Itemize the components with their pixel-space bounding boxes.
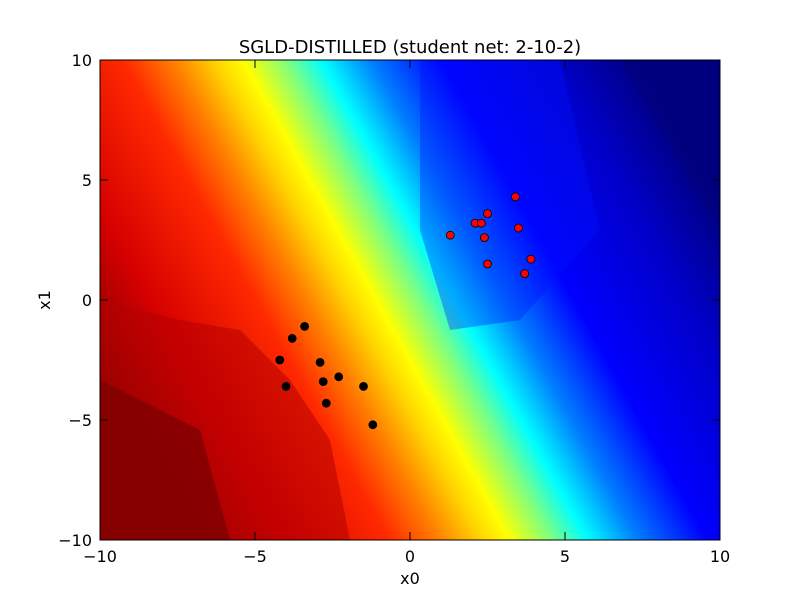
axis-ticks: −10 −5 0 5 10 −10 −5 0 5 10 xyxy=(58,51,730,566)
black-point xyxy=(275,355,285,365)
y-tick-label: 0 xyxy=(82,291,92,310)
y-tick-label: 5 xyxy=(82,171,92,190)
red-point xyxy=(520,269,530,279)
black-point xyxy=(359,381,368,391)
y-tick-label: 10 xyxy=(72,51,92,70)
x-tick-label: −10 xyxy=(83,547,117,566)
black-point xyxy=(287,333,297,343)
black-point xyxy=(368,420,378,430)
y-tick-label: −10 xyxy=(58,531,92,550)
x-tick-label: 0 xyxy=(405,547,415,566)
black-point xyxy=(281,381,291,391)
red-point xyxy=(483,209,492,219)
contour-dark-blue-region xyxy=(620,60,720,230)
y-tick-label: −5 xyxy=(68,411,92,430)
contour-blue-region xyxy=(420,60,600,330)
black-point xyxy=(300,321,310,331)
scatter-points xyxy=(275,192,536,430)
black-point xyxy=(318,377,328,387)
red-point xyxy=(511,192,520,202)
red-point xyxy=(479,233,489,243)
contour-field xyxy=(100,60,720,540)
red-point xyxy=(476,218,486,228)
red-point xyxy=(514,223,523,233)
black-point xyxy=(334,372,344,382)
x-tick-label: 10 xyxy=(710,547,730,566)
y-axis-label: x1 xyxy=(35,290,54,310)
red-point xyxy=(526,254,536,264)
chart-title: SGLD-DISTILLED (student net: 2-10-2) xyxy=(239,37,581,58)
contour-darkest-region xyxy=(100,380,230,540)
x-axis-label: x0 xyxy=(400,569,420,588)
red-point xyxy=(445,230,455,240)
x-tick-label: 5 xyxy=(560,547,570,566)
x-tick-label: −5 xyxy=(243,547,267,566)
black-point xyxy=(321,398,331,408)
black-point xyxy=(315,357,325,367)
red-point xyxy=(483,259,492,269)
